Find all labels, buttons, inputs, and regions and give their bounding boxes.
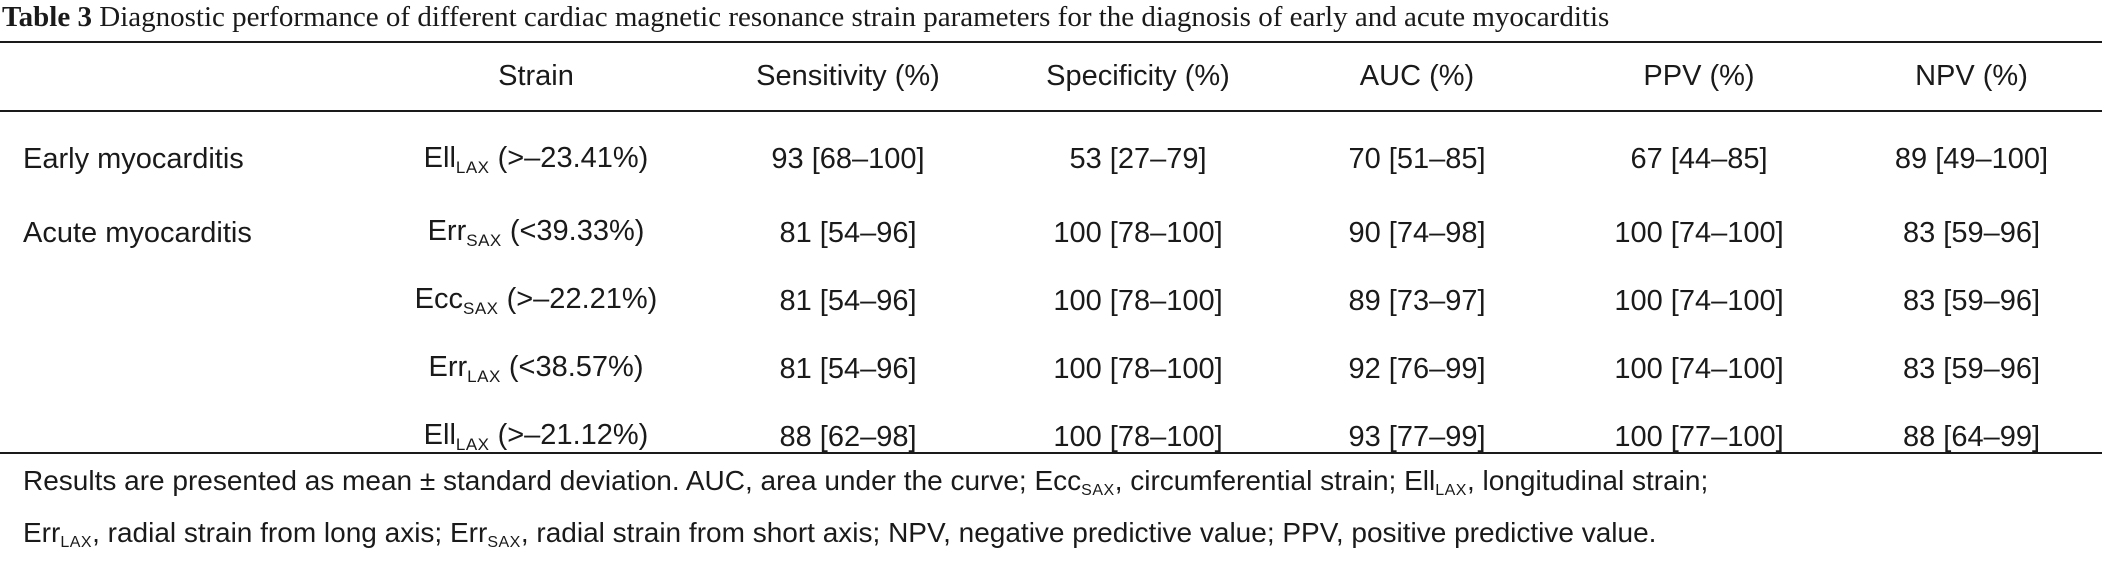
strain-name: Ell (423, 141, 456, 174)
auc-cell: 70 [51–85] (1348, 143, 1486, 175)
strain-subscript: SAX (466, 231, 502, 250)
auc-cell: 92 [76–99] (1348, 352, 1486, 385)
strain-cutoff: (>–23.41%) (489, 141, 649, 174)
footnote-line: Results are presented as mean ± standard… (23, 460, 2083, 512)
footnote-line: ErrLAX, radial strain from long axis; Er… (23, 512, 2083, 564)
table-row: Acute myocarditis ErrSAX (<39.33%) 81 [5… (0, 199, 2102, 267)
npv-cell: 83 [59–96] (1902, 284, 2041, 317)
header-specificity: Specificity (%) (1046, 60, 1230, 92)
data-table: Strain Sensitivity (%) Specificity (%) A… (0, 43, 2102, 471)
specificity-cell: 53 [27–79] (1069, 143, 1207, 175)
header-ppv: PPV (%) (1643, 60, 1755, 92)
strain-name: Err (427, 215, 467, 247)
npv-cell: 83 [59–96] (1902, 216, 2041, 249)
strain-cell: ErrLAX (<38.57%) (375, 335, 697, 403)
table-row: ErrLAX (<38.57%) 81 [54–96] 100 [78–100]… (0, 335, 2102, 403)
table-row: EccSAX (>–22.21%) 81 [54–96] 100 [78–100… (0, 267, 2102, 335)
strain-subscript: SAX (463, 299, 499, 318)
group-cell (0, 267, 375, 335)
footnote-text: , radial strain from short axis; NPV, ne… (520, 517, 1657, 548)
strain-name: Ecc (414, 283, 463, 315)
table-caption: Table 3 Diagnostic performance of differ… (2, 0, 1609, 34)
footnote-text: , circumferential strain; Ell (1114, 465, 1436, 496)
strain-cutoff: (<38.57%) (500, 351, 644, 383)
table-footnote: Results are presented as mean ± standard… (23, 460, 2083, 564)
ppv-cell: 100 [74–100] (1614, 284, 1784, 317)
group-cell (0, 335, 375, 403)
sensitivity-cell: 81 [54–96] (779, 284, 917, 317)
ppv-cell: 67 [44–85] (1630, 143, 1768, 175)
strain-subscript: LAX (455, 157, 490, 177)
table-caption-text: Diagnostic performance of different card… (99, 1, 1610, 33)
footnote-subscript: LAX (1435, 482, 1467, 499)
table-bottom-rule (0, 452, 2102, 454)
auc-cell: 90 [74–98] (1348, 216, 1486, 249)
header-separator-rule (0, 110, 2102, 112)
npv-cell: 88 [64–99] (1902, 420, 2041, 453)
sensitivity-cell: 81 [54–96] (779, 216, 917, 249)
header-group (0, 43, 375, 110)
ppv-cell: 100 [74–100] (1614, 216, 1784, 249)
strain-cell: EllLAX (>–23.41%) (375, 110, 697, 199)
specificity-cell: 100 [78–100] (1053, 216, 1223, 249)
strain-cell: ErrSAX (<39.33%) (375, 199, 697, 267)
table-row: Early myocarditis EllLAX (>–23.41%) 93 [… (0, 110, 2102, 199)
header-strain: Strain (498, 60, 574, 92)
strain-subscript: LAX (455, 435, 490, 454)
header-sensitivity: Sensitivity (%) (756, 60, 940, 92)
specificity-cell: 100 [78–100] (1053, 352, 1223, 385)
ppv-cell: 100 [74–100] (1614, 352, 1784, 385)
strain-cell: EccSAX (>–22.21%) (375, 267, 697, 335)
group-cell: Acute myocarditis (23, 216, 252, 249)
strain-cutoff: (>–22.21%) (498, 283, 658, 315)
table-caption-label: Table 3 (2, 1, 92, 33)
group-cell: Early myocarditis (23, 143, 244, 175)
strain-cutoff: (<39.33%) (501, 215, 645, 247)
sensitivity-cell: 81 [54–96] (779, 352, 917, 385)
specificity-cell: 100 [78–100] (1053, 420, 1223, 453)
sensitivity-cell: 88 [62–98] (779, 420, 917, 453)
strain-name: Ell (423, 419, 456, 451)
header-auc: AUC (%) (1359, 60, 1475, 92)
ppv-cell: 100 [77–100] (1614, 420, 1784, 453)
footnote-subscript: LAX (60, 534, 93, 551)
specificity-cell: 100 [78–100] (1053, 284, 1223, 317)
footnote-text: , radial strain from long axis; Err (92, 517, 488, 548)
footnote-subscript: SAX (1081, 482, 1115, 499)
footnote-text: Err (23, 517, 61, 548)
strain-subscript: LAX (467, 367, 501, 386)
strain-name: Err (428, 351, 468, 383)
header-row: Strain Sensitivity (%) Specificity (%) A… (0, 43, 2102, 110)
footnote-subscript: SAX (487, 534, 521, 551)
npv-cell: 83 [59–96] (1902, 352, 2041, 385)
strain-cell: EllLAX (>–21.12%) (375, 403, 697, 471)
table-top-rule (0, 41, 2102, 43)
npv-cell: 89 [49–100] (1894, 143, 2049, 175)
auc-cell: 89 [73–97] (1348, 284, 1486, 317)
footnote-text: Results are presented as mean ± standard… (23, 465, 1082, 496)
footnote-text: , longitudinal strain; (1466, 465, 1709, 496)
auc-cell: 93 [77–99] (1348, 420, 1486, 453)
strain-cutoff: (>–21.12%) (489, 419, 649, 451)
header-npv: NPV (%) (1915, 60, 2028, 92)
sensitivity-cell: 93 [68–100] (771, 143, 925, 175)
table-row: EllLAX (>–21.12%) 88 [62–98] 100 [78–100… (0, 403, 2102, 471)
